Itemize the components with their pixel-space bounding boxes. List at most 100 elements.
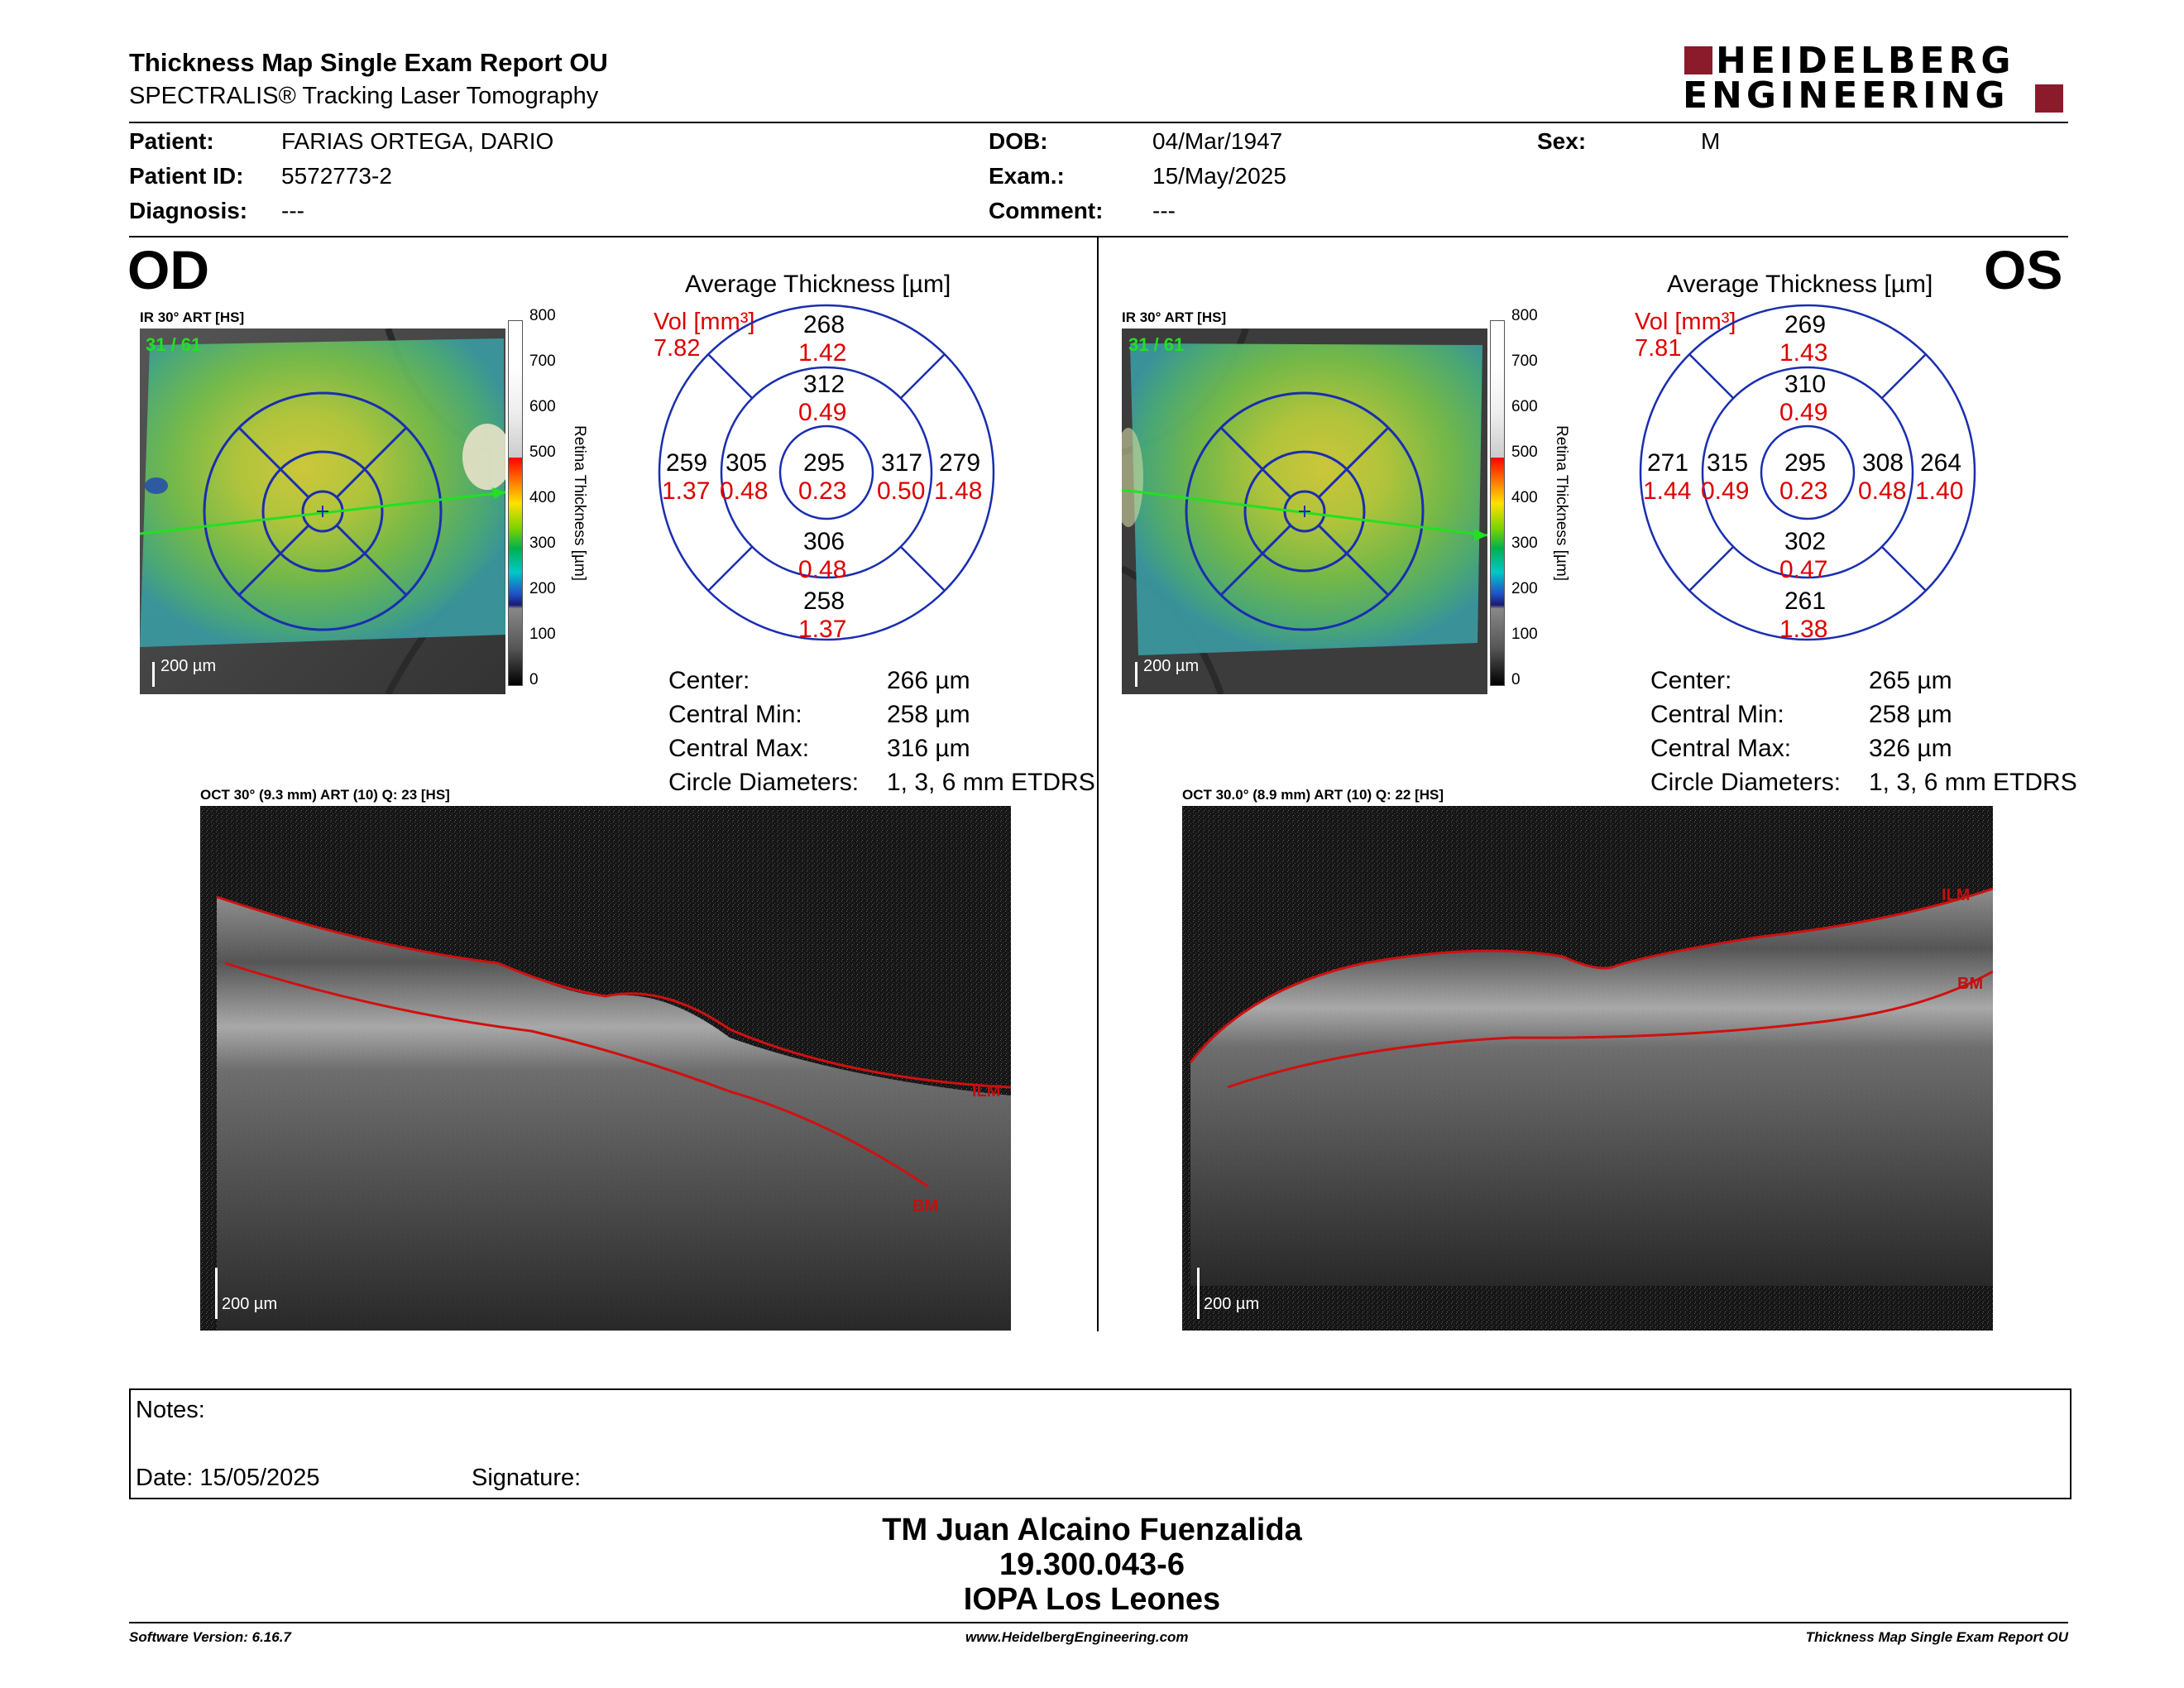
os-stat-label: Central Max: bbox=[1650, 735, 1792, 762]
od-eye-label: OD bbox=[127, 239, 209, 300]
comment-label: Comment: bbox=[989, 198, 1104, 223]
od-ir-scale-bar bbox=[152, 662, 155, 687]
dob-value: 04/Mar/1947 bbox=[1152, 128, 1283, 154]
os-inner-left: 315 bbox=[1707, 449, 1749, 477]
logo-line1: HEIDELBERG bbox=[1716, 40, 2015, 82]
od-outer-right-vol: 1.48 bbox=[934, 477, 983, 505]
logo-line2: ENGINEERING bbox=[1683, 74, 2009, 117]
od-stat-label: Circle Diameters: bbox=[668, 769, 860, 796]
tick: 800 bbox=[529, 307, 556, 324]
os-colorbar-label: Retina Thickness [µm] bbox=[1553, 425, 1570, 581]
od-oct-caption: OCT 30° (9.3 mm) ART (10) Q: 23 [HS] bbox=[200, 787, 450, 803]
os-ir-caption: IR 30° ART [HS] bbox=[1122, 309, 1227, 325]
os-outer-left-vol: 1.44 bbox=[1643, 477, 1692, 505]
notes-label: Notes: bbox=[136, 1397, 205, 1423]
os-sector-values: 269 1.43 310 0.49 271 1.44 315 0.49 295 … bbox=[1639, 304, 1976, 643]
tick: 500 bbox=[529, 444, 556, 461]
os-center-vol: 0.23 bbox=[1779, 477, 1828, 505]
patient-name: FARIAS ORTEGA, DARIO bbox=[281, 128, 554, 154]
od-inner-right-vol: 0.50 bbox=[877, 477, 926, 505]
tick: 700 bbox=[529, 352, 556, 370]
os-outer-right-vol: 1.40 bbox=[1915, 477, 1964, 505]
od-inner-sup: 312 bbox=[803, 371, 845, 398]
exam-value: 15/May/2025 bbox=[1152, 163, 1286, 189]
os-inner-right: 308 bbox=[1862, 449, 1904, 477]
signer-org: IOPA Los Leones bbox=[963, 1582, 1221, 1617]
od-stat-label: Center: bbox=[668, 667, 750, 694]
os-ir-scale-bar bbox=[1135, 662, 1138, 687]
os-inner-inf-vol: 0.47 bbox=[1779, 556, 1828, 583]
signature-label: Signature: bbox=[472, 1465, 582, 1491]
tick: 200 bbox=[529, 580, 556, 597]
diagnosis-label: Diagnosis: bbox=[129, 198, 248, 223]
footer-rule bbox=[129, 1622, 2068, 1623]
od-stat-value: 1, 3, 6 mm ETDRS bbox=[887, 769, 1095, 796]
od-oct-image bbox=[200, 806, 1011, 1331]
exam-label: Exam.: bbox=[989, 163, 1065, 189]
footer-report-name: Thickness Map Single Exam Report OU bbox=[1805, 1629, 2068, 1645]
od-vol-value: 7.82 bbox=[654, 335, 701, 362]
od-outer-inf: 258 bbox=[803, 587, 845, 615]
os-oct-bm: BM bbox=[1957, 975, 1984, 993]
software-version: Software Version: 6.16.7 bbox=[129, 1629, 291, 1645]
od-outer-right: 279 bbox=[939, 449, 981, 477]
od-outer-left-vol: 1.37 bbox=[662, 477, 711, 505]
os-avg-title: Average Thickness [µm] bbox=[1667, 271, 1933, 298]
od-avg-title: Average Thickness [µm] bbox=[685, 271, 951, 298]
website-link[interactable]: www.HeidelbergEngineering.com bbox=[965, 1629, 1189, 1645]
os-outer-inf: 261 bbox=[1784, 587, 1827, 615]
od-sector-values: 268 1.42 312 0.49 259 1.37 305 0.48 295 … bbox=[658, 304, 995, 643]
os-inner-sup: 310 bbox=[1784, 371, 1827, 398]
od-outer-sup-vol: 1.42 bbox=[798, 339, 847, 367]
os-ir-scale: 200 µm bbox=[1143, 657, 1200, 675]
od-ir-frames: 31 / 61 bbox=[146, 334, 202, 355]
tick: 100 bbox=[1511, 626, 1538, 643]
tick: 100 bbox=[529, 626, 556, 643]
od-oct-ilm: ILM bbox=[972, 1082, 1001, 1101]
logo-square-bottom bbox=[2035, 84, 2063, 113]
tick: 0 bbox=[1511, 671, 1521, 688]
report-title: Thickness Map Single Exam Report OU bbox=[129, 48, 608, 77]
os-inner-right-vol: 0.48 bbox=[1858, 477, 1907, 505]
os-stat-value: 326 µm bbox=[1869, 735, 1952, 762]
patient-id-label: Patient ID: bbox=[129, 163, 244, 189]
tick: 400 bbox=[1511, 489, 1538, 506]
os-stat-label: Center: bbox=[1650, 667, 1732, 694]
dob-label: DOB: bbox=[989, 128, 1048, 154]
od-oct-scale: 200 µm bbox=[222, 1295, 278, 1313]
eye-divider bbox=[1097, 237, 1099, 1331]
os-ir-frames: 31 / 61 bbox=[1128, 334, 1185, 355]
od-etdrs-grid bbox=[658, 304, 995, 641]
od-stat-label: Central Max: bbox=[668, 735, 810, 762]
patient-label: Patient: bbox=[129, 128, 214, 154]
comment-value: --- bbox=[1152, 198, 1176, 223]
od-inner-inf-vol: 0.48 bbox=[798, 556, 847, 583]
od-etdrs-overlay bbox=[140, 391, 505, 631]
od-outer-sup: 268 bbox=[803, 311, 845, 338]
patient-id: 5572773-2 bbox=[281, 163, 392, 189]
os-eye-label: OS bbox=[1984, 239, 2063, 300]
os-outer-left: 271 bbox=[1647, 449, 1689, 477]
os-inner-inf: 302 bbox=[1784, 528, 1827, 555]
od-ir-scale: 200 µm bbox=[160, 657, 217, 675]
os-stat-value: 265 µm bbox=[1869, 667, 1952, 694]
od-inner-left-vol: 0.48 bbox=[720, 477, 769, 505]
os-oct-image bbox=[1182, 806, 1993, 1331]
od-inner-inf: 306 bbox=[803, 528, 845, 555]
os-oct-scale: 200 µm bbox=[1204, 1295, 1260, 1313]
os-vol-value: 7.81 bbox=[1635, 335, 1682, 362]
os-stat-label: Central Min: bbox=[1650, 701, 1784, 728]
notes-date: Date: 15/05/2025 bbox=[136, 1465, 320, 1491]
os-outer-sup: 269 bbox=[1784, 311, 1827, 338]
tick: 800 bbox=[1511, 307, 1538, 324]
od-oct-scale-bar bbox=[215, 1268, 218, 1319]
od-stat-value: 258 µm bbox=[887, 701, 970, 728]
heidelberg-logo: HEIDELBERG ENGINEERING bbox=[1683, 40, 2065, 117]
tick: 600 bbox=[529, 398, 556, 415]
od-inner-right: 317 bbox=[881, 449, 923, 477]
od-stat-value: 316 µm bbox=[887, 735, 970, 762]
os-oct-scale-bar bbox=[1197, 1268, 1200, 1319]
tick: 600 bbox=[1511, 398, 1538, 415]
od-stat-value: 266 µm bbox=[887, 667, 970, 694]
os-etdrs-grid bbox=[1639, 304, 1976, 641]
